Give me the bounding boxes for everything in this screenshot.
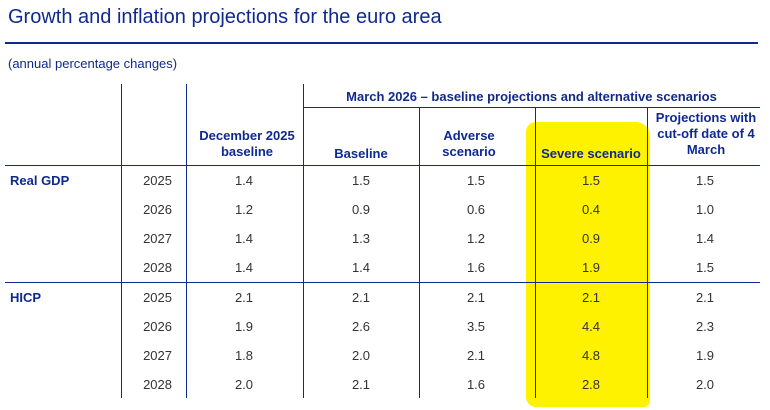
section-label-real-gdp: Real GDP [10, 173, 70, 188]
severe-scenario-highlight [526, 122, 650, 407]
dec-baseline-cell: 1.4 [234, 260, 254, 275]
col-header-cutoff: Projections with cut-off date of 4 March [655, 110, 757, 157]
year-cell: 2025 [143, 173, 172, 188]
baseline-cell: 2.0 [351, 348, 371, 363]
baseline-cell: 1.3 [351, 231, 371, 246]
grid-line [303, 84, 304, 398]
cutoff-cell: 1.9 [695, 348, 715, 363]
adverse-cell: 1.2 [466, 231, 486, 246]
grid-line [5, 282, 760, 283]
cutoff-cell: 1.5 [695, 173, 715, 188]
subtitle: (annual percentage changes) [8, 56, 178, 71]
page-title: Growth and inflation projections for the… [8, 6, 442, 28]
grid-line [535, 108, 536, 398]
adverse-cell: 2.1 [466, 348, 486, 363]
severe-cell: 0.9 [581, 231, 601, 246]
year-cell: 2026 [143, 319, 172, 334]
severe-cell: 2.1 [581, 290, 601, 305]
cutoff-cell: 1.5 [695, 260, 715, 275]
adverse-cell: 0.6 [466, 202, 486, 217]
cutoff-cell: 1.0 [695, 202, 715, 217]
dec-baseline-cell: 1.8 [234, 348, 254, 363]
grid-line [647, 108, 648, 398]
year-cell: 2027 [143, 231, 172, 246]
grid-line [419, 108, 420, 398]
cutoff-cell: 1.4 [695, 231, 715, 246]
cutoff-cell: 2.0 [695, 377, 715, 392]
col-header-baseline: Baseline [334, 146, 388, 161]
baseline-cell: 1.5 [351, 173, 371, 188]
grid-line [5, 165, 760, 166]
dec-baseline-cell: 1.4 [234, 231, 254, 246]
adverse-cell: 1.6 [466, 260, 486, 275]
col-header-december-baseline: December 2025 baseline [199, 128, 295, 159]
year-cell: 2028 [143, 260, 172, 275]
severe-cell: 0.4 [581, 202, 601, 217]
year-cell: 2026 [143, 202, 172, 217]
baseline-cell: 2.6 [351, 319, 371, 334]
severe-cell: 4.8 [581, 348, 601, 363]
section-label-hicp: HICP [10, 290, 42, 305]
dec-baseline-cell: 2.1 [234, 290, 254, 305]
adverse-cell: 3.5 [466, 319, 486, 334]
severe-cell: 1.5 [581, 173, 601, 188]
adverse-cell: 2.1 [466, 290, 486, 305]
year-cell: 2027 [143, 348, 172, 363]
adverse-cell: 1.5 [466, 173, 486, 188]
adverse-cell: 1.6 [466, 377, 486, 392]
cutoff-cell: 2.3 [695, 319, 715, 334]
year-cell: 2025 [143, 290, 172, 305]
grid-line [303, 107, 760, 108]
severe-cell: 4.4 [581, 319, 601, 334]
grid-line [186, 84, 187, 398]
dec-baseline-cell: 2.0 [234, 377, 254, 392]
cutoff-cell: 2.1 [695, 290, 715, 305]
col-header-severe: Severe scenario [541, 146, 641, 161]
baseline-cell: 1.4 [351, 260, 371, 275]
col-header-adverse: Adverse scenario [442, 128, 496, 159]
year-cell: 2028 [143, 377, 172, 392]
dec-baseline-cell: 1.4 [234, 173, 254, 188]
title-divider [5, 42, 758, 44]
dec-baseline-cell: 1.2 [234, 202, 254, 217]
group-header: March 2026 – baseline projections and al… [346, 89, 717, 104]
severe-cell: 2.8 [581, 377, 601, 392]
baseline-cell: 0.9 [351, 202, 371, 217]
grid-line [121, 84, 122, 398]
baseline-cell: 2.1 [351, 377, 371, 392]
baseline-cell: 2.1 [351, 290, 371, 305]
severe-cell: 1.9 [581, 260, 601, 275]
dec-baseline-cell: 1.9 [234, 319, 254, 334]
